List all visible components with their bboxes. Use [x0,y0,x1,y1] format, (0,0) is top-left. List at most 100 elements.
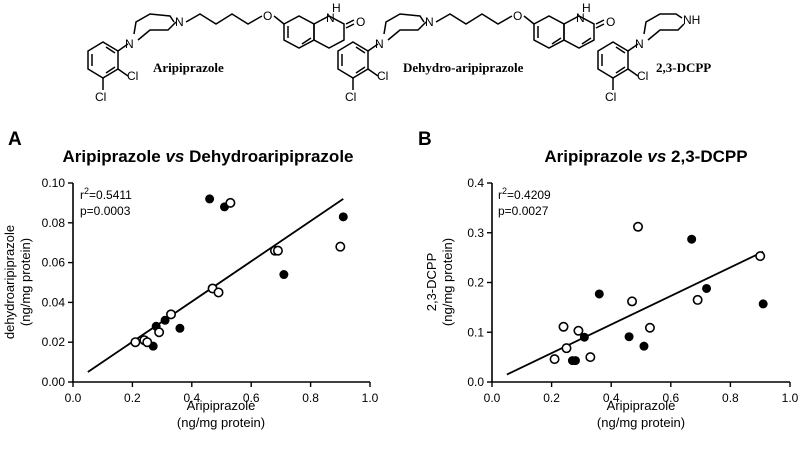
dehydro-ether-o-label: O [513,9,522,23]
panel-b-r2-sup: 2 [502,186,507,196]
dehydro-pip-n2-label: N [425,15,434,29]
dehydro-aripiprazole-bonds [337,13,605,90]
panel-a-open-point [213,287,224,298]
dehydro-cl2-label: Cl [345,90,356,104]
panel-a-y-tick-label: 0.08 [42,216,66,230]
panel-b-filled-point [570,356,580,366]
panel-b-filled-point [594,289,604,299]
aripiprazole-pip-n2-label: N [175,15,184,29]
panel-b-filled-point [758,299,768,309]
panel-b-chart: B Aripiprazole vs 2,3-DCPP r2=0.4209 p=0… [418,129,799,430]
aripiprazole-o-label: O [356,15,365,29]
panel-b-r2-value: =0.4209 [507,188,551,202]
panel-b-open-point [692,294,703,305]
panel-b-y-unit: (ng/mg protein) [440,238,455,326]
panel-a-y-tick-label: 0.04 [42,295,66,309]
panel-a-filled-point [175,323,185,333]
panel-a-x-tick-label: 0.4 [183,391,200,405]
panel-b-open-point [644,322,655,333]
aripiprazole-n-label: N [326,11,335,25]
panel-a-x-tick-label: 1.0 [362,391,379,405]
panel-b-title-main: Aripiprazole [544,147,642,166]
panel-b-plot-area: 0.0 0.2 0.4 0.6 0.8 1.0 0.0 0.1 0.2 0.3 0.4 [467,176,798,405]
panel-a-title-rest: Dehydroaripiprazole [189,147,353,166]
panel-a-open-point [130,337,141,348]
panel-b-x-tick-label: 1.0 [782,391,799,405]
panel-b-y-tick-label: 0.2 [467,276,484,290]
panel-a-r2-sup: 2 [84,186,89,196]
panel-b-filled-point [687,234,697,244]
panel-b-y-tick-label: 0.3 [467,226,484,240]
dcpp-nh-label: NH [683,13,700,27]
structure-2-3-dcpp: NH N Cl Cl 2,3-DCPP [597,13,711,104]
panel-b-p-value: p=0.0027 [498,204,549,218]
panel-b-open-point [573,325,584,336]
panel-b-open-point [755,251,766,262]
panel-b-y-label: 2,3-DCPP [424,253,439,312]
panel-a-filled-point [338,212,348,222]
panel-a-y-label: dehydroaripiprazole [2,225,17,339]
panel-b-title-vs: vs [647,147,666,166]
panel-a-r2: r2=0.5411 [80,186,132,202]
panel-b-letter: B [418,129,432,150]
panel-a-x-tick-label: 0.0 [65,391,82,405]
dehydro-pip-n1-label: N [375,37,384,51]
panel-b-y-tick-label: 0.4 [467,176,484,190]
panel-a-letter: A [8,129,22,150]
panel-b-filled-point [639,341,649,351]
panel-b-x-label: Aripiprazole [607,398,676,413]
panel-a-r2-label: r [80,188,84,202]
panel-a-y-tick-label: 0.02 [42,335,66,349]
panel-b-x-tick-label: 0.0 [484,391,501,405]
panel-b-filled-point [579,332,589,342]
aripiprazole-ether-o-label: O [263,9,272,23]
panel-a-x-tick-label: 0.8 [302,391,319,405]
panel-b-open-point [633,221,644,232]
panel-b-x-tick-label: 0.2 [543,391,560,405]
structure-aripiprazole: H N O O N N Cl Cl Aripiprazole [87,1,365,104]
panel-b-filled-point [624,332,634,342]
panel-a-x-tick-label: 0.2 [124,391,141,405]
dehydro-o-label: O [606,15,615,29]
panel-a-open-point [166,309,177,320]
aripiprazole-bonds [87,13,355,90]
panel-b-x-unit: (ng/mg protein) [597,415,685,430]
panel-b-regression-line [506,250,764,376]
panel-b-r2-label: r [498,188,502,202]
panel-b-title: Aripiprazole vs 2,3-DCPP [544,147,747,166]
dcpp-pip-n1-label: N [635,37,644,51]
panel-b-open-point [627,296,638,307]
aripiprazole-name: Aripiprazole [153,60,224,75]
dehydro-nh-label: H [582,1,591,15]
panel-b-open-point [549,354,560,365]
aripiprazole-cl2-label: Cl [95,90,106,104]
panel-a-x-unit: (ng/mg protein) [177,415,265,430]
aripiprazole-pip-n1-label: N [125,37,134,51]
panel-a-y-tick-label: 0.10 [42,176,66,190]
panel-a-filled-point [279,270,289,280]
panel-a-y-unit: (ng/mg protein) [18,238,33,326]
panel-a-title-main: Aripiprazole [62,147,160,166]
panel-a-open-point [154,327,165,338]
panel-b-open-point [585,352,596,363]
panel-b-y-tick-label: 0.1 [467,325,484,339]
panel-a-x-tick-label: 0.6 [243,391,260,405]
panel-a-open-point [142,337,153,348]
aripiprazole-cl1-label: Cl [127,69,138,83]
panel-a-open-point [335,241,346,252]
panel-a-plot-area: 0.0 0.2 0.4 0.6 0.8 1.0 0.00 0.02 0.04 0.06 0.08 0.… [42,176,379,405]
panel-b-y-tick-label: 0.0 [467,375,484,389]
panel-a-r2-value: =0.5411 [89,188,132,202]
dcpp-cl1-label: Cl [637,69,648,83]
panel-a-p-value: p=0.0003 [80,204,131,218]
aripiprazole-nh-label: H [332,1,341,15]
panel-b-open-point [561,343,572,354]
panel-a-title-vs: vs [165,147,184,166]
dehydro-n-label: N [576,11,585,25]
panel-a-x-label: Aripiprazole [187,398,256,413]
panel-b-open-point [558,321,569,332]
panel-b-x-tick-label: 0.8 [722,391,739,405]
panel-b-x-tick-label: 0.4 [603,391,620,405]
panel-a-title: Aripiprazole vs Dehydroaripiprazole [62,147,353,166]
